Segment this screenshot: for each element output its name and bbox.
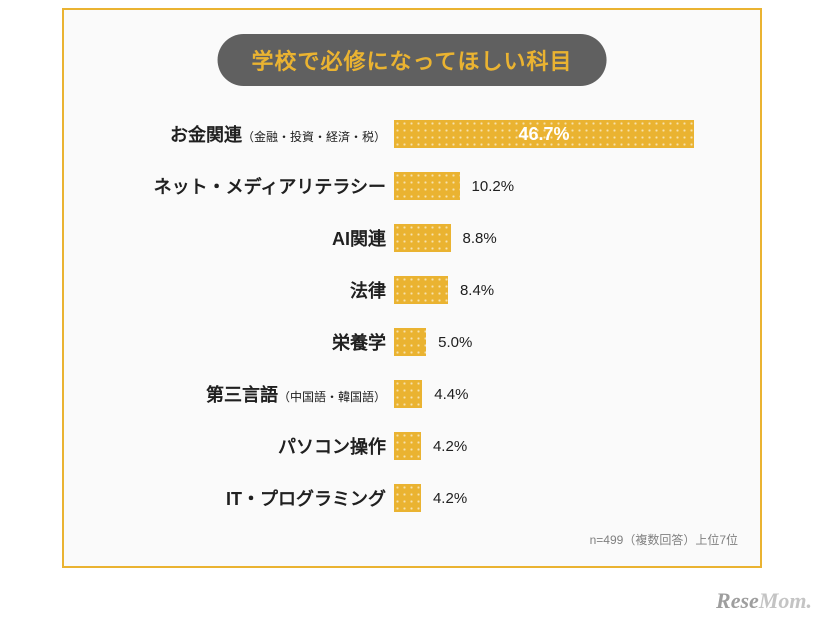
bar-label: AI関連 [94, 225, 394, 251]
watermark-sub: Mom. [759, 588, 812, 613]
bar-area: 4.2% [394, 420, 734, 472]
chart-row: ネット・メディアリテラシー 10.2% [94, 160, 734, 212]
chart-row: パソコン操作 4.2% [94, 420, 734, 472]
bar-value: 5.0% [438, 334, 472, 351]
bar-label: 栄養学 [94, 329, 394, 355]
chart-frame: 学校で必修になってほしい科目 お金関連（金融・投資・経済・税） 46.7% ネット・… [62, 8, 762, 568]
bar-label-main: パソコン操作 [278, 437, 386, 457]
bar [394, 328, 426, 356]
bar-value: 46.7% [518, 124, 569, 145]
chart-row: IT・プログラミング 4.2% [94, 472, 734, 524]
bar [394, 276, 448, 304]
chart-title: 学校で必修になってほしい科目 [218, 34, 607, 86]
bar-value: 10.2% [472, 178, 515, 195]
bar-area: 10.2% [394, 160, 734, 212]
bar-label-main: 栄養学 [332, 333, 386, 353]
bar-value: 8.4% [460, 282, 494, 299]
bar-area: 8.4% [394, 264, 734, 316]
bar [394, 224, 451, 252]
bar-value: 8.8% [463, 230, 497, 247]
bar-label-main: 第三言語 [206, 385, 278, 405]
bar-label: 第三言語（中国語・韓国語） [94, 381, 394, 407]
chart-row: 法律 8.4% [94, 264, 734, 316]
bar-area: 4.4% [394, 368, 734, 420]
bar [394, 380, 422, 408]
bar-value: 4.2% [433, 490, 467, 507]
chart-row: お金関連（金融・投資・経済・税） 46.7% [94, 108, 734, 160]
chart-footnote: n=499（複数回答）上位7位 [590, 531, 738, 548]
bar-area: 4.2% [394, 472, 734, 524]
chart-row: 栄養学 5.0% [94, 316, 734, 368]
bar-label-main: IT・プログラミング [226, 489, 386, 509]
bar [394, 432, 421, 460]
bar-label-main: 法律 [350, 281, 386, 301]
bar-value: 4.4% [434, 386, 468, 403]
bar-chart: お金関連（金融・投資・経済・税） 46.7% ネット・メディアリテラシー 10.2% A… [94, 108, 734, 524]
bar [394, 172, 460, 200]
bar-value: 4.2% [433, 438, 467, 455]
bar: 46.7% [394, 120, 694, 148]
bar-area: 8.8% [394, 212, 734, 264]
bar-label: 法律 [94, 277, 394, 303]
chart-row: AI関連 8.8% [94, 212, 734, 264]
watermark-main: Rese [716, 588, 759, 613]
bar [394, 484, 421, 512]
bar-label: お金関連（金融・投資・経済・税） [94, 121, 394, 147]
bar-label: パソコン操作 [94, 433, 394, 459]
watermark: ReseMom. [716, 588, 812, 614]
bar-label: IT・プログラミング [94, 485, 394, 511]
chart-row: 第三言語（中国語・韓国語） 4.4% [94, 368, 734, 420]
bar-area: 46.7% [394, 108, 734, 160]
bar-label: ネット・メディアリテラシー [94, 173, 394, 199]
bar-label-sub: （中国語・韓国語） [278, 390, 386, 404]
bar-label-sub: （金融・投資・経済・税） [242, 130, 386, 144]
bar-label-main: ネット・メディアリテラシー [154, 177, 386, 197]
bar-label-main: AI関連 [332, 229, 386, 249]
bar-area: 5.0% [394, 316, 734, 368]
bar-label-main: お金関連 [170, 125, 242, 145]
